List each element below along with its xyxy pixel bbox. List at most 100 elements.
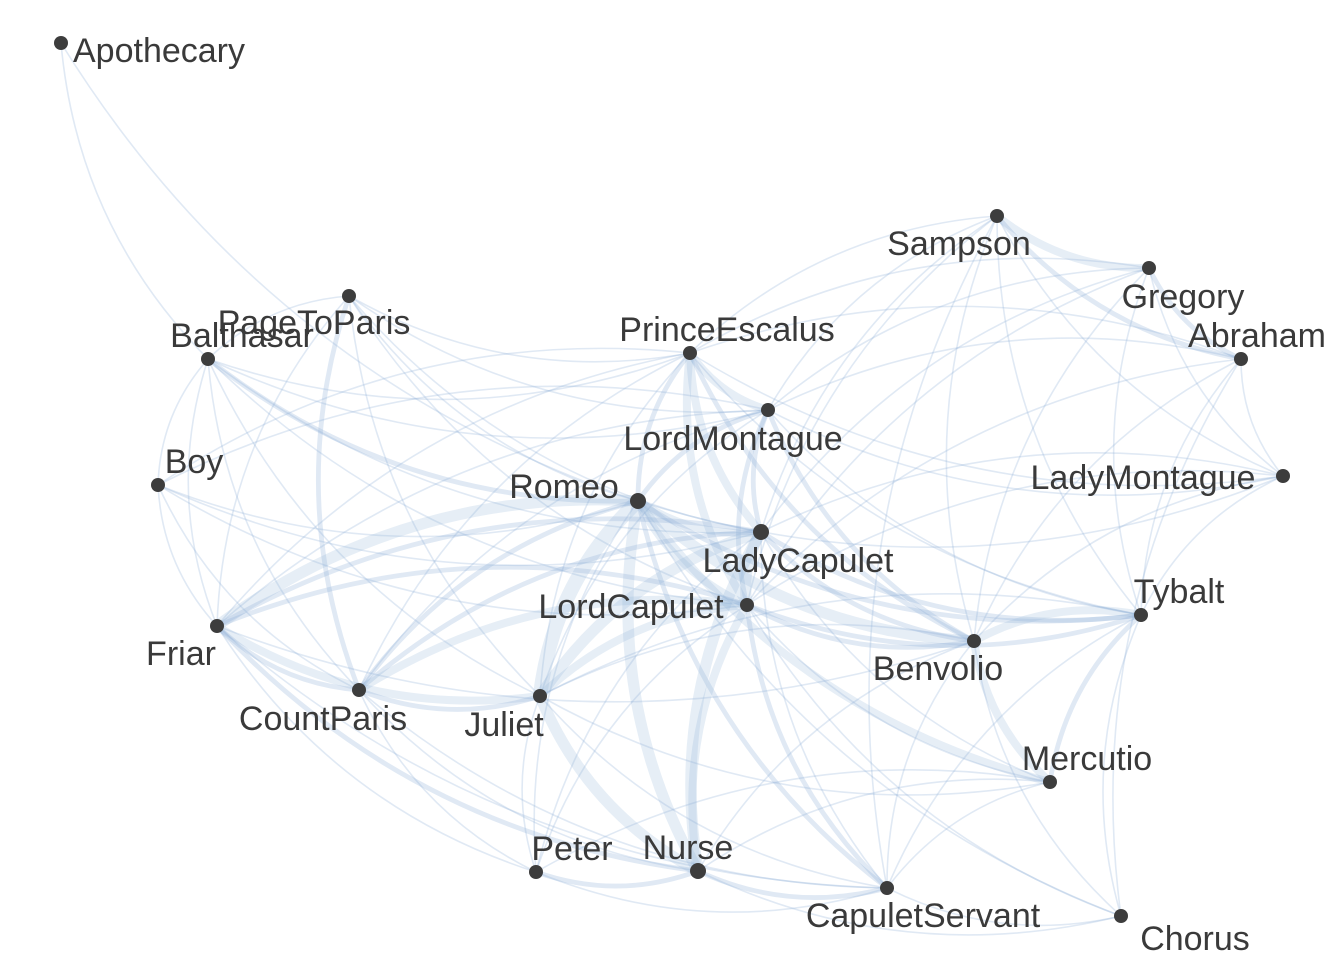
edge-Tybalt-Benvolio: [970, 606, 1145, 645]
edge-LordMontague-Romeo: [635, 407, 771, 504]
edge-Tybalt-CapuletServant: [886, 614, 1142, 889]
node-dot-Juliet: [533, 689, 547, 703]
edge-LordCapulet-Tybalt: [744, 602, 1144, 649]
node-dot-Chorus: [1114, 909, 1128, 923]
edge-Gregory-LordMontague: [767, 267, 1150, 411]
edge-LordMontague-Juliet: [539, 409, 769, 697]
edge-Abraham-LordMontague: [767, 337, 1242, 411]
edge-PrinceEscalus-Friar: [216, 352, 691, 627]
edge-LadyCapulet-Benvolio: [758, 529, 977, 644]
edge-Boy-LadyCapulet: [157, 484, 762, 567]
node-Balthasar: Balthasar: [170, 317, 314, 366]
edge-PrinceEscalus-Benvolio: [687, 350, 977, 644]
edge-Sampson-Gregory: [993, 212, 1153, 273]
edge-Romeo-Peter: [533, 500, 639, 873]
node-Sampson: Sampson: [887, 209, 1031, 263]
edge-Tybalt-Juliet: [539, 593, 1142, 697]
edge-CountParis-Nurse: [358, 689, 699, 872]
edge-LordCapulet-Peter: [535, 604, 748, 873]
edge-PageToParis-Juliet: [348, 295, 541, 697]
node-Romeo: Romeo: [509, 468, 646, 509]
node-dot-Apothecary: [54, 36, 68, 50]
node-dot-Sampson: [990, 209, 1004, 223]
edge-Gregory-LordCapulet: [746, 267, 1150, 606]
edge-LadyCapulet-Peter: [535, 531, 762, 873]
edge-Sampson-LadyMontague: [996, 215, 1284, 477]
edge-Gregory-Tybalt: [1112, 267, 1150, 616]
edge-Juliet-CapuletServant: [539, 695, 888, 889]
edge-Benvolio-Nurse: [697, 640, 975, 872]
node-PageToParis: PageToParis: [218, 289, 410, 342]
edge-Sampson-CapuletServant: [868, 215, 998, 889]
edge-PrinceEscalus-LadyCapulet: [686, 349, 765, 536]
edge-PrinceEscalus-Tybalt: [689, 352, 1142, 616]
edge-LadyMontague-LordCapulet: [746, 469, 1284, 606]
edge-PrinceEscalus-LordMontague: [686, 349, 772, 414]
edge-LordCapulet-Nurse: [688, 601, 751, 875]
node-dot-Balthasar: [201, 352, 215, 366]
edge-Abraham-LadyMontague: [1240, 358, 1284, 477]
edge-Nurse-Chorus: [697, 870, 1122, 936]
edge-Sampson-LordCapulet: [746, 215, 998, 606]
edge-Balthasar-Boy: [157, 358, 209, 486]
edge-LadyMontague-Benvolio: [973, 475, 1284, 642]
edge-CountParis-Juliet: [356, 687, 543, 712]
edge-Abraham-Chorus: [1112, 358, 1242, 917]
node-dot-Benvolio: [967, 634, 981, 648]
node-Apothecary: Apothecary: [54, 32, 245, 70]
edge-LordCapulet-CapuletServant: [744, 602, 890, 891]
edge-Abraham-PrinceEscalus: [689, 305, 1242, 360]
edge-PageToParis-LadyCapulet: [348, 295, 762, 533]
node-label-CapuletServant: CapuletServant: [806, 897, 1041, 935]
edge-Abraham-Benvolio: [973, 358, 1242, 642]
node-dot-Nurse: [690, 863, 706, 879]
node-dot-Abraham: [1234, 352, 1248, 366]
edge-Gregory-PrinceEscalus: [689, 257, 1150, 354]
node-dot-Boy: [151, 478, 165, 492]
edge-Tybalt-Mercutio: [1047, 612, 1144, 785]
node-Boy: Boy: [151, 443, 223, 492]
node-dot-Mercutio: [1043, 775, 1057, 789]
edge-PageToParis-Friar: [216, 295, 350, 627]
node-dot-Romeo: [630, 493, 646, 509]
edge-Peter-Nurse: [533, 868, 701, 889]
node-Chorus: Chorus: [1114, 909, 1250, 958]
edge-Balthasar-LadyCapulet: [207, 358, 762, 534]
edge-LordCapulet-Chorus: [746, 604, 1122, 917]
edge-PageToParis-PrinceEscalus: [348, 295, 691, 363]
edge-Balthasar-Friar: [187, 358, 218, 627]
edge-Romeo-LordCapulet: [634, 497, 751, 609]
edge-Romeo-LadyCapulet: [634, 497, 765, 537]
edge-Sampson-LadyCapulet: [760, 215, 998, 533]
node-Friar: Friar: [146, 619, 224, 673]
edge-Gregory-LadyMontague: [1148, 267, 1284, 477]
edge-Mercutio-Peter: [535, 769, 1051, 873]
edge-LadyCapulet-Nurse: [685, 526, 767, 877]
node-Nurse: Nurse: [643, 829, 733, 879]
node-label-CountParis: CountParis: [239, 700, 407, 738]
node-dot-CountParis: [352, 683, 366, 697]
edge-Peter-CapuletServant: [535, 871, 888, 913]
edge-Sampson-LordMontague: [767, 215, 998, 411]
node-label-Peter: Peter: [531, 830, 612, 868]
edge-PageToParis-LordMontague: [348, 295, 769, 414]
node-dot-Tybalt: [1134, 608, 1148, 622]
node-CapuletServant: CapuletServant: [806, 881, 1041, 935]
node-label-Boy: Boy: [165, 443, 224, 481]
edge-LordCapulet-Friar: [214, 564, 750, 629]
edge-Romeo-Nurse: [622, 495, 704, 877]
edge-Sampson-PrinceEscalus: [689, 215, 998, 354]
node-dot-Friar: [210, 619, 224, 633]
node-label-Benvolio: Benvolio: [873, 650, 1003, 688]
edge-Balthasar-CountParis: [207, 358, 360, 691]
node-Tybalt: Tybalt: [1134, 573, 1225, 622]
edge-Balthasar-Romeo: [205, 356, 641, 504]
edge-PrinceEscalus-Romeo: [635, 350, 693, 504]
edge-Boy-CountParis: [157, 484, 360, 691]
edge-LadyCapulet-Friar: [214, 516, 764, 629]
node-Benvolio: Benvolio: [873, 634, 1003, 688]
edge-Romeo-Chorus: [637, 500, 1122, 917]
edge-Benvolio-CapuletServant: [886, 640, 975, 889]
node-label-Romeo: Romeo: [509, 468, 619, 506]
